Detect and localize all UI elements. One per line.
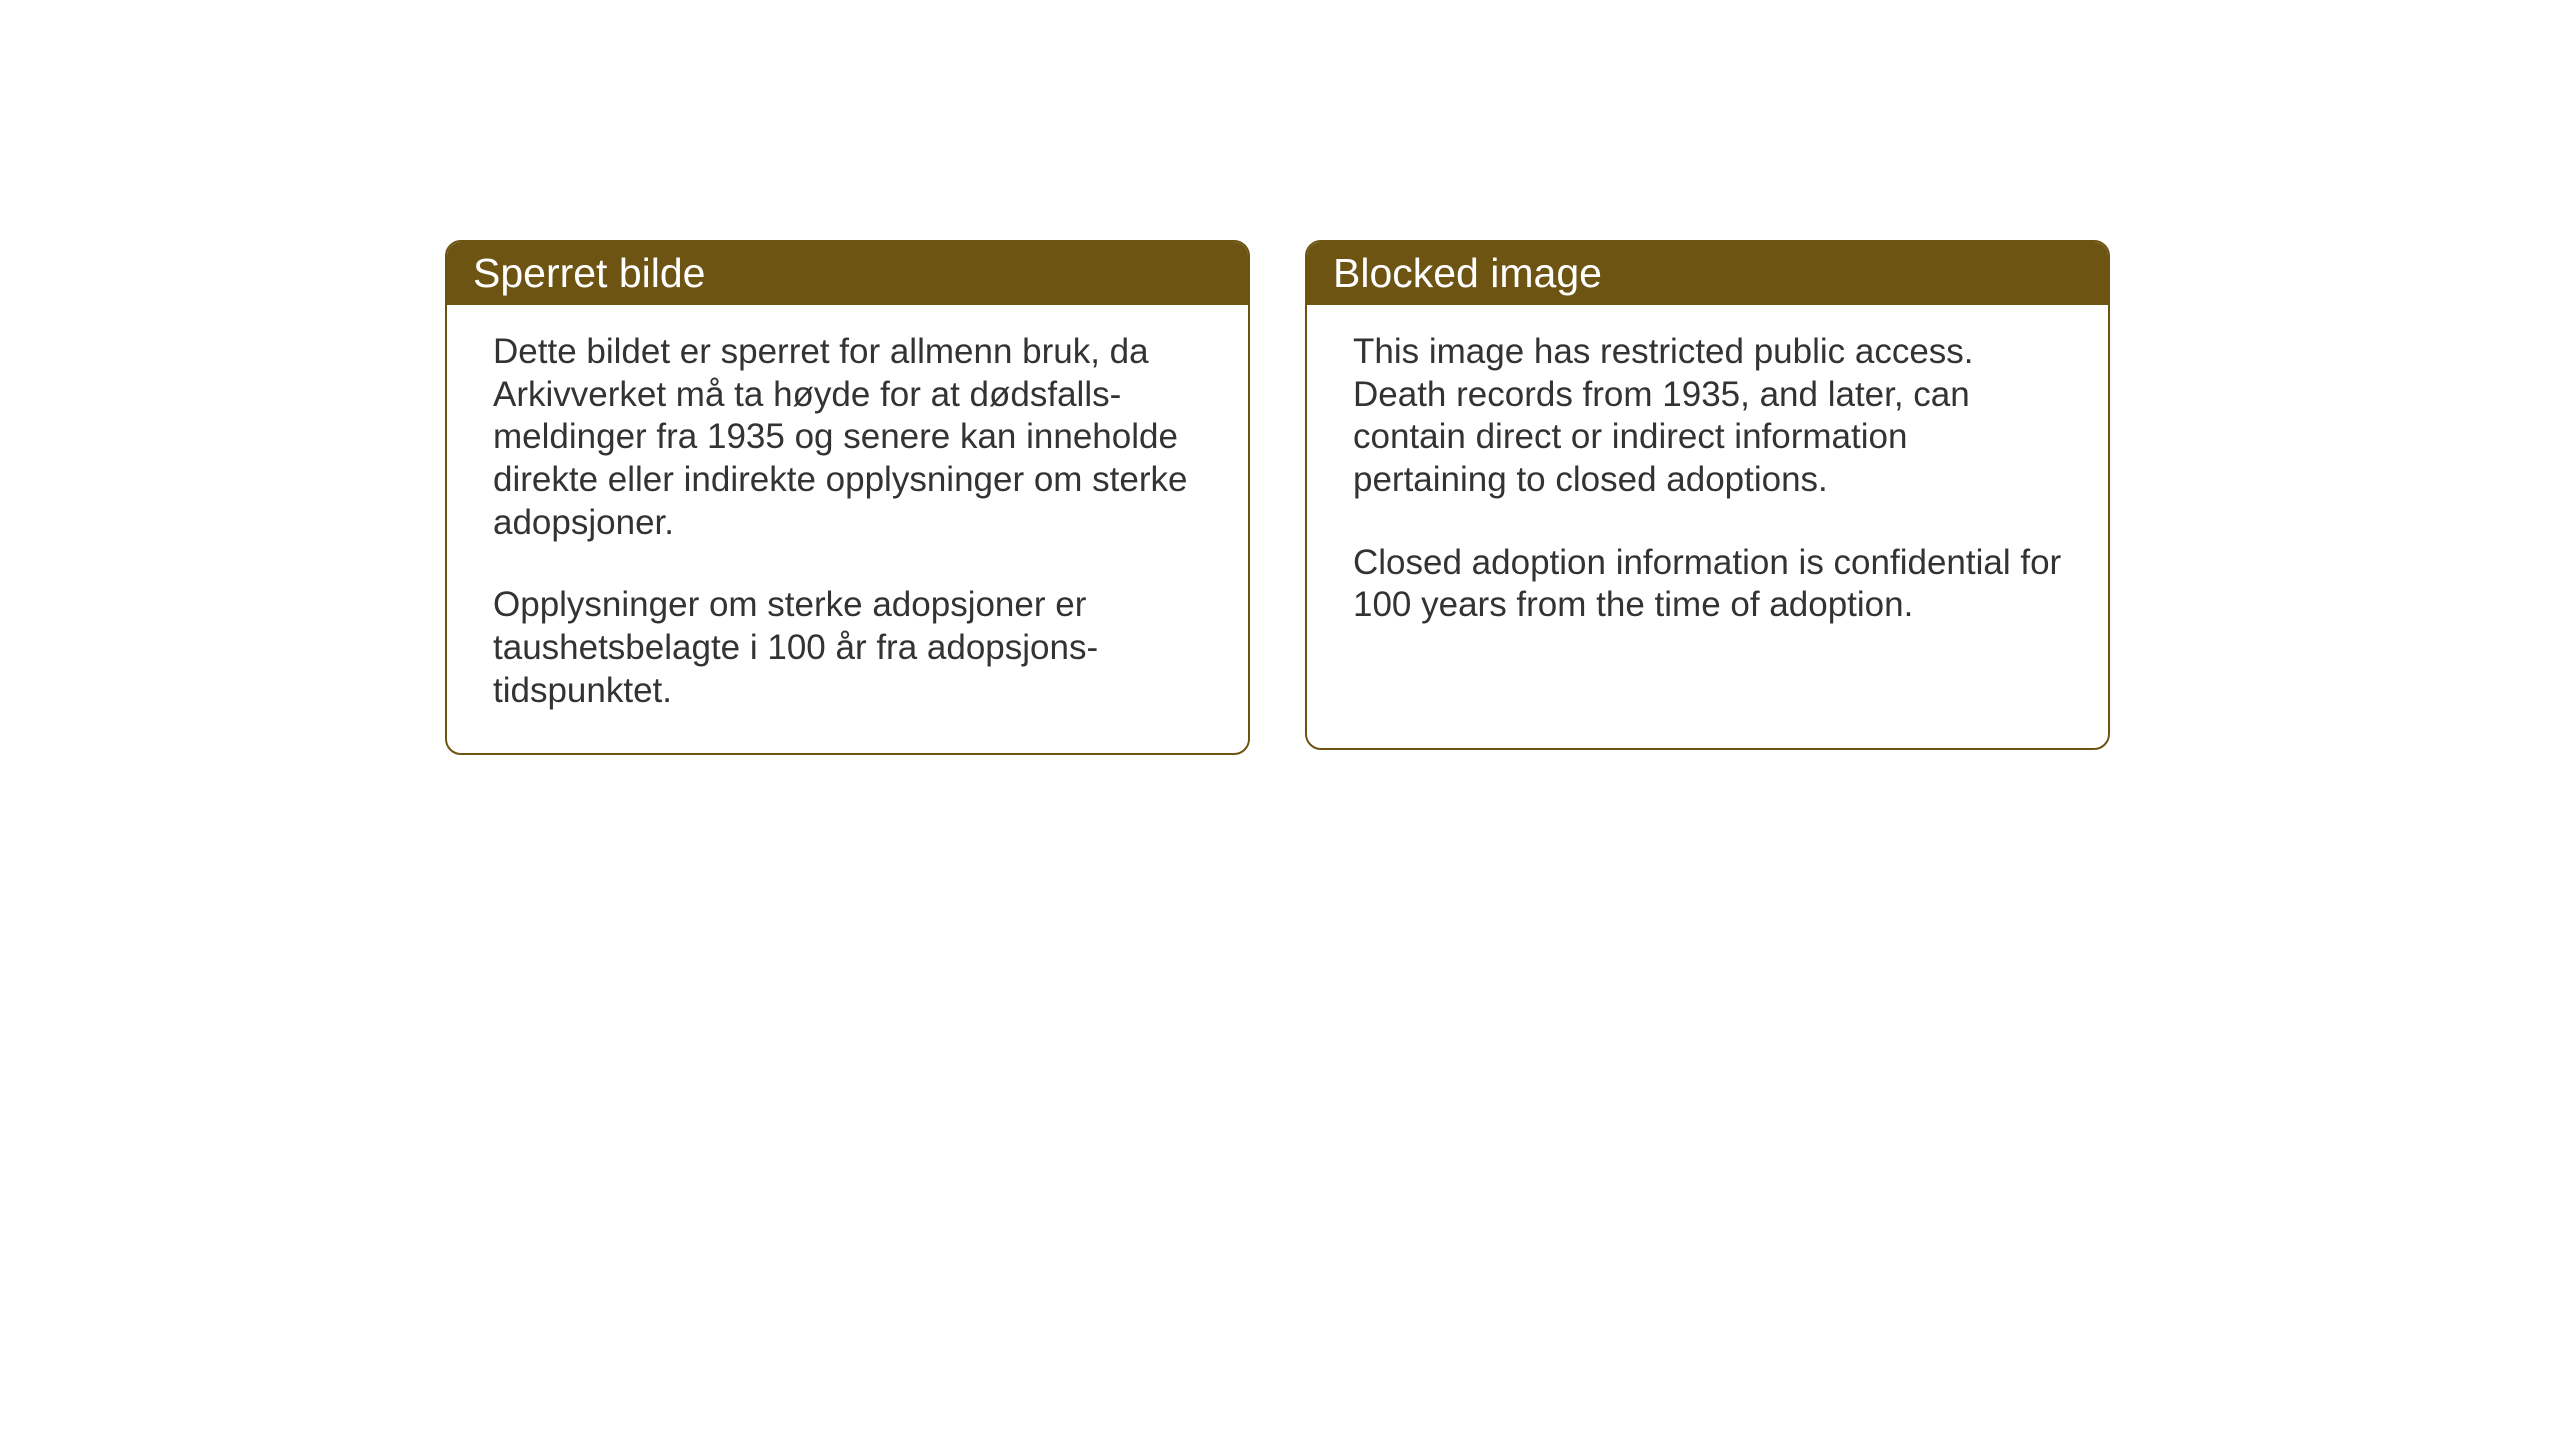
notice-title-norwegian: Sperret bilde	[473, 250, 705, 296]
notice-card-norwegian: Sperret bilde Dette bildet er sperret fo…	[445, 240, 1250, 755]
notice-paragraph-english-2: Closed adoption information is confident…	[1353, 542, 2062, 627]
notice-paragraph-norwegian-2: Opplysninger om sterke adopsjoner er tau…	[493, 584, 1202, 712]
notice-body-norwegian: Dette bildet er sperret for allmenn bruk…	[447, 305, 1248, 753]
notice-container: Sperret bilde Dette bildet er sperret fo…	[445, 240, 2110, 755]
notice-paragraph-english-1: This image has restricted public access.…	[1353, 331, 2062, 502]
notice-header-english: Blocked image	[1307, 242, 2108, 305]
notice-body-english: This image has restricted public access.…	[1307, 305, 2108, 667]
notice-title-english: Blocked image	[1333, 250, 1602, 296]
notice-header-norwegian: Sperret bilde	[447, 242, 1248, 305]
notice-card-english: Blocked image This image has restricted …	[1305, 240, 2110, 750]
notice-paragraph-norwegian-1: Dette bildet er sperret for allmenn bruk…	[493, 331, 1202, 544]
